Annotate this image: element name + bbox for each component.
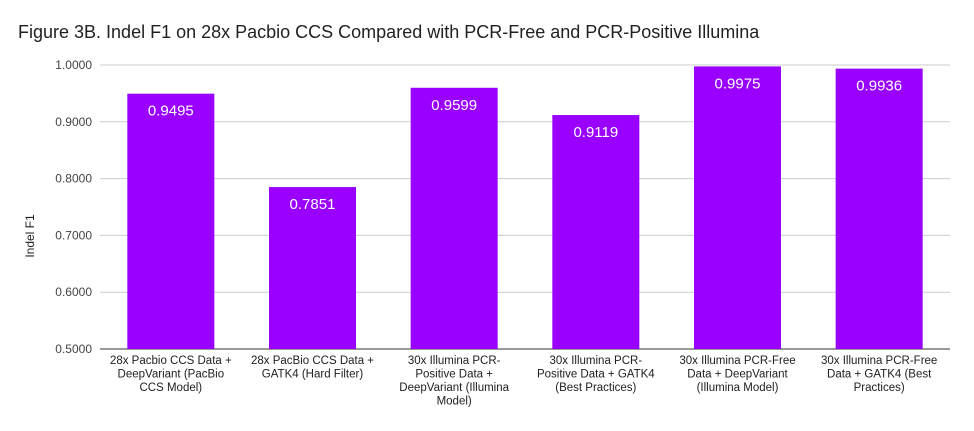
y-axis-label: Indel F1 <box>23 214 37 258</box>
x-category-label-line: DeepVariant (PacBio <box>118 369 225 381</box>
x-category-label-line: Model) <box>437 396 472 408</box>
bar-value-label: 0.9599 <box>431 97 477 114</box>
x-category-label-line: (Illumina Model) <box>697 382 779 394</box>
y-tick-label: 0.9000 <box>55 115 92 129</box>
bar-value-label: 0.9119 <box>573 124 618 141</box>
bar <box>552 115 640 349</box>
x-category-label-line: 28x PacBio CCS Data + <box>251 355 374 367</box>
x-category-label: 30x Illumina PCR-Free Data + GATK4 (Best P… <box>821 355 937 394</box>
y-tick-label: 0.8000 <box>55 172 92 186</box>
y-tick-label: 1.0000 <box>55 58 92 72</box>
bar <box>694 66 781 350</box>
bar-value-label: 0.9936 <box>856 78 902 95</box>
y-tick-label: 0.5000 <box>55 342 92 356</box>
bar <box>410 87 498 350</box>
bar-value-label: 0.7851 <box>290 196 336 213</box>
x-category-label: 30x Illumina PCR- Positive Data + GATK4 (B… <box>537 355 655 394</box>
x-category-label-line: CCS Model) <box>140 382 203 394</box>
x-category-label-line: DeepVariant (Illumina <box>399 382 509 394</box>
x-category-label-line: 30x Illumina PCR-Free <box>679 355 795 367</box>
x-category-label-line: 30x Illumina PCR- <box>408 355 501 367</box>
chart-title: Figure 3B. Indel F1 on 28x Pacbio CCS Co… <box>18 22 760 42</box>
x-category-label-line: (Best Practices) <box>555 382 636 394</box>
x-category-label: 30x Illumina PCR-Free Data + DeepVariant(… <box>679 355 795 394</box>
x-category-label-line: GATK4 (Hard Filter) <box>262 369 364 381</box>
x-category-label: 30x Illumina PCR- Positive Data + DeepVari… <box>399 355 509 408</box>
x-category-label-line: Data + GATK4 (Best <box>827 369 932 381</box>
x-category-label-line: Practices) <box>854 382 905 394</box>
x-axis: 28x Pacbio CCS Data + DeepVariant (PacBio… <box>110 355 937 408</box>
x-category-label-line: 30x Illumina PCR-Free <box>821 355 937 367</box>
x-category-label-line: 28x Pacbio CCS Data + <box>110 355 232 367</box>
x-category-label-line: Data + DeepVariant <box>687 369 788 381</box>
bar-value-label: 0.9495 <box>148 103 194 120</box>
gridlines <box>100 64 950 350</box>
bars <box>127 66 923 350</box>
bar <box>835 68 923 350</box>
y-axis: 0.5000 0.6000 0.7000 0.8000 0.9000 1.0000 <box>55 58 92 356</box>
y-tick-label: 0.6000 <box>55 285 92 299</box>
x-category-label: 28x Pacbio CCS Data + DeepVariant (PacBio… <box>110 355 232 394</box>
x-category-label: 28x PacBio CCS Data + GATK4 (Hard Filter) <box>251 355 374 381</box>
bar <box>269 187 356 349</box>
x-category-label-line: 30x Illumina PCR- <box>549 355 642 367</box>
x-category-label-line: Positive Data + <box>415 369 493 381</box>
x-category-label-line: Positive Data + GATK4 <box>537 369 655 381</box>
bar-value-label: 0.9975 <box>715 75 761 92</box>
data-labels: 0.9495 0.7851 0.9599 0.9119 0.9975 0.9936 <box>148 75 902 213</box>
y-tick-label: 0.7000 <box>55 228 92 242</box>
bar <box>127 93 215 350</box>
